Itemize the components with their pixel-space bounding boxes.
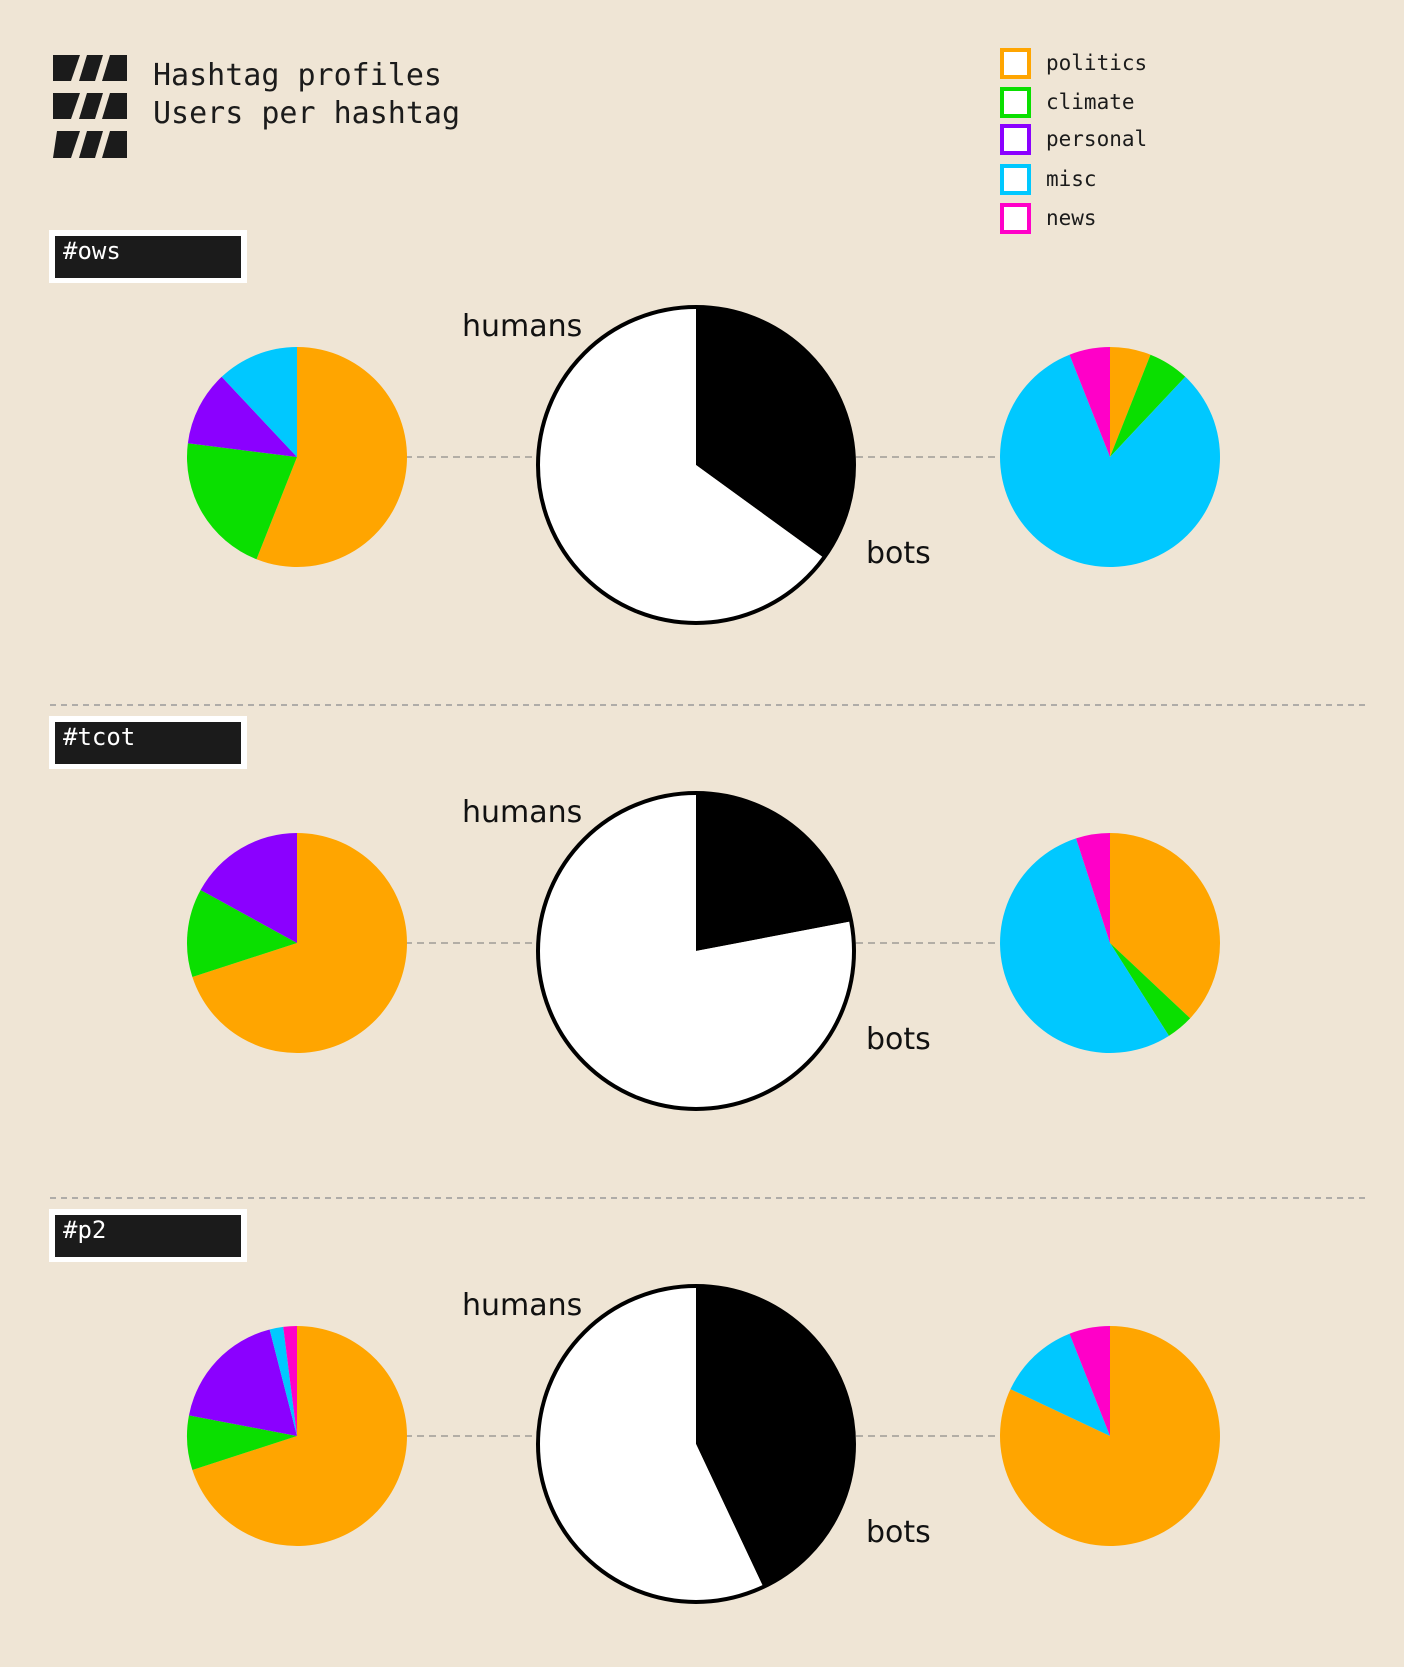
legend-swatch-climate (1000, 87, 1031, 118)
legend-swatch-politics (1000, 48, 1031, 79)
bot-topic-slice-news (1076, 833, 1110, 943)
bot-topic-slice-climate (1110, 354, 1186, 457)
humans-vs-bots-pie (536, 791, 856, 1111)
legend-label-climate: climate (1046, 90, 1135, 114)
human-topic-slice-climate (187, 1415, 297, 1470)
share-slice-bots (696, 793, 852, 951)
human-topic-slice-climate (186, 890, 297, 977)
hashtag-label-box (55, 722, 241, 764)
human-topic-slice-personal (200, 833, 297, 943)
share-slice-humans (537, 1286, 764, 1602)
page-title: Hashtag profiles (153, 58, 442, 93)
legend-swatch-news (1000, 203, 1031, 234)
bot-topic-slice-politics (999, 1326, 1220, 1547)
panel-tcot: #tcot humans bots (49, 704, 1365, 1111)
hashtag-label: #ows (63, 237, 121, 265)
human-topics-pie (187, 1326, 407, 1547)
humans-vs-bots-pie (536, 305, 856, 625)
human-topics-pie (186, 833, 407, 1053)
panel-ows: #ows humans bots (49, 230, 1221, 625)
bot-topic-slice-politics (1110, 347, 1151, 457)
page-subtitle: Users per hashtag (153, 96, 460, 131)
panel-p2: #p2 humans bots (49, 1197, 1365, 1604)
bot-topics-pie (999, 1326, 1220, 1547)
bot-topic-slice-misc (1000, 838, 1169, 1053)
hashtag-label-box (55, 236, 241, 278)
center-pie-outline (536, 1284, 856, 1604)
hashtag-panels: #ows humans bots #tcot humans bots #p2 humans bo… (49, 230, 1365, 1604)
bot-topics-pie (1000, 833, 1221, 1053)
human-topic-slice-politics (192, 1326, 407, 1547)
human-topic-slice-misc (269, 1326, 297, 1436)
bot-topics-pie (1000, 347, 1221, 567)
human-topics-pie (187, 347, 407, 567)
legend-label-politics: politics (1046, 51, 1147, 75)
bots-label: bots (866, 536, 931, 571)
human-topic-slice-news (283, 1326, 297, 1436)
legend-label-personal: personal (1046, 127, 1147, 151)
center-pie-outline (536, 305, 856, 625)
share-slice-bots (696, 307, 854, 558)
human-topic-slice-politics (256, 347, 407, 567)
bots-label: bots (866, 1022, 931, 1057)
bot-topic-slice-climate (1110, 943, 1191, 1036)
human-topic-slice-politics (192, 833, 407, 1053)
center-pie-outline (536, 791, 856, 1111)
legend-swatch-personal (1000, 124, 1031, 155)
legend-swatch-misc (1000, 164, 1031, 195)
humans-vs-bots-pie (536, 1284, 856, 1604)
humans-label: humans (462, 309, 582, 344)
humans-label: humans (462, 795, 582, 830)
hashtag-label: #p2 (63, 1216, 106, 1244)
human-topic-slice-misc (221, 347, 297, 457)
share-slice-bots (696, 1286, 854, 1587)
legend-label-misc: misc (1046, 167, 1097, 191)
share-slice-humans (537, 793, 854, 1110)
bot-topic-slice-misc (1000, 354, 1221, 567)
hashtag-label-box (55, 1215, 241, 1257)
bots-label: bots (866, 1515, 931, 1550)
hashtag-label: #tcot (63, 723, 135, 751)
legend-label-news: news (1046, 206, 1097, 230)
bot-topic-slice-news (1069, 1326, 1110, 1436)
share-slice-humans (537, 306, 824, 623)
bot-topic-slice-misc (1010, 1333, 1110, 1436)
hashtag-logo-icon (53, 55, 127, 158)
bot-topic-slice-news (1069, 347, 1110, 457)
humans-label: humans (462, 1288, 582, 1323)
human-topic-slice-personal (188, 1329, 297, 1436)
bot-topic-slice-politics (1110, 833, 1221, 1019)
human-topic-slice-personal (187, 376, 297, 457)
human-topic-slice-climate (187, 443, 297, 560)
legend: politics climate personal misc news (1000, 48, 1147, 234)
